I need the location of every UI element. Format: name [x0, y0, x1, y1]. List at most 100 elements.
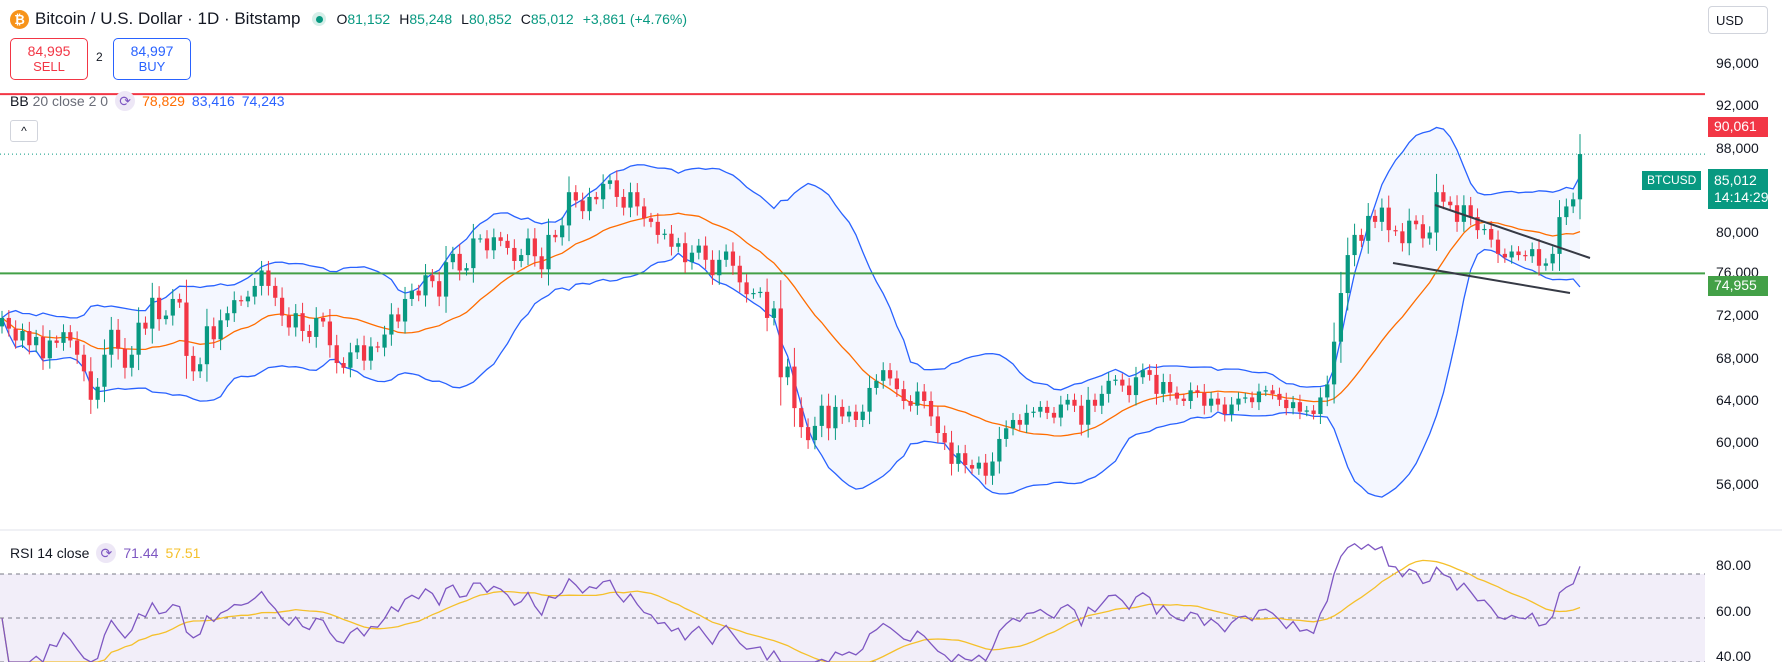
candle-body [150, 297, 155, 329]
candle-body [1017, 419, 1022, 425]
rsi-cycle-icon[interactable]: ⟳ [96, 543, 117, 563]
symbol-legend[interactable]: ₿ Bitcoin / U.S. Dollar · 1D · Bitstamp … [10, 8, 687, 30]
candle-body [607, 180, 613, 184]
candle-body [614, 180, 619, 197]
candle-body [949, 442, 954, 464]
candle-body [259, 270, 264, 286]
candle-body [799, 408, 804, 428]
rsi-value: 71.44 [123, 545, 159, 561]
wedge-trend-lines[interactable] [1392, 204, 1591, 294]
candle-body [935, 416, 940, 434]
candle-body [1106, 380, 1111, 394]
candle-body [840, 406, 845, 417]
candle-body [560, 225, 565, 238]
candle-body [737, 265, 742, 283]
price-axis-label: 80,000 [1716, 224, 1759, 240]
candle-body [908, 400, 913, 406]
candle-body [1331, 341, 1337, 385]
candle-body [232, 300, 237, 314]
candle-body [1092, 399, 1098, 406]
candle-body [375, 346, 380, 348]
candle-body [1441, 192, 1446, 202]
candle-body [116, 329, 121, 349]
candle-body [68, 332, 73, 341]
rsi-legend[interactable]: RSI 14 close ⟳ 71.44 57.51 [10, 543, 200, 563]
candle-body [1509, 251, 1514, 258]
candle-body [61, 332, 66, 343]
candle-body [901, 389, 906, 401]
collapse-legend-button[interactable]: ^ [10, 120, 38, 142]
candle-body [143, 322, 148, 329]
candle-body [1577, 154, 1583, 200]
candle-body [95, 386, 100, 400]
candle-body [13, 328, 18, 341]
candle-body [587, 196, 592, 212]
buy-button[interactable]: 84,997 BUY [113, 38, 191, 80]
candle-body [211, 326, 216, 340]
candle-body [307, 330, 312, 337]
candle-body [109, 329, 114, 355]
candle-body [594, 196, 599, 200]
rsi-line [1, 543, 1581, 662]
bb-name: BB [10, 93, 29, 109]
candle-body [1311, 410, 1316, 415]
bb-basis-line [1, 212, 1581, 437]
currency-select[interactable]: USD [1708, 6, 1768, 34]
candle-body [40, 336, 46, 359]
wedge-upper-line [1434, 204, 1591, 259]
wedge-lower-line [1392, 262, 1571, 294]
candle-body [1536, 249, 1542, 266]
candle-body [1325, 384, 1330, 398]
candle-body [1154, 374, 1159, 394]
close-value: 85,012 [530, 11, 574, 27]
candle-body [314, 317, 319, 337]
candle-body [546, 234, 551, 270]
candle-body [1359, 234, 1364, 241]
bb-upper-value: 83,416 [191, 93, 235, 109]
candle-body [368, 346, 374, 361]
price-axis-label: 64,000 [1716, 392, 1759, 408]
candle-body [764, 291, 770, 318]
candle-body [1427, 232, 1432, 239]
candle-body [252, 285, 257, 297]
candle-body [88, 371, 93, 400]
candle-body [1352, 234, 1357, 256]
candle-body [396, 314, 401, 322]
rsi-axis-label: 40.00 [1716, 648, 1752, 664]
candle-body [580, 200, 585, 212]
candle-body [758, 291, 763, 294]
symbol-title[interactable]: Bitcoin / U.S. Dollar · 1D · Bitstamp [35, 9, 301, 28]
bollinger-legend[interactable]: BB 20 close 2 0 ⟳ 78,829 83,416 74,243 [10, 91, 285, 111]
rsi-ma-line [1, 559, 1581, 662]
candle-body [437, 281, 442, 297]
candle-body [498, 237, 503, 241]
candle-body [1188, 390, 1193, 401]
candle-body [423, 275, 428, 296]
symbol-tag: BTCUSD [1642, 171, 1702, 190]
candle-body [846, 411, 852, 417]
candle-body [990, 461, 995, 476]
candle-body [1393, 230, 1398, 232]
candle-body [54, 340, 59, 343]
candle-body [1031, 411, 1036, 413]
candle-body [47, 340, 52, 359]
candle-body [642, 206, 647, 219]
candle-body [1345, 255, 1350, 294]
candle-body [355, 345, 360, 353]
candle-body [1379, 207, 1385, 222]
candle-body [238, 300, 244, 302]
sell-button[interactable]: 84,995 SELL [10, 38, 88, 80]
candle-body [1290, 402, 1296, 409]
candle-body [184, 302, 189, 356]
price-axis-label: 96,000 [1716, 55, 1759, 71]
price-axis-label: 68,000 [1716, 350, 1759, 366]
candle-body [75, 340, 80, 355]
candle-body [1236, 398, 1241, 405]
candle-body [225, 313, 230, 321]
candle-body [874, 380, 879, 388]
cycle-icon[interactable]: ⟳ [115, 91, 136, 111]
candle-body [1482, 228, 1487, 231]
candle-body [621, 196, 626, 208]
candle-body [1571, 199, 1576, 207]
